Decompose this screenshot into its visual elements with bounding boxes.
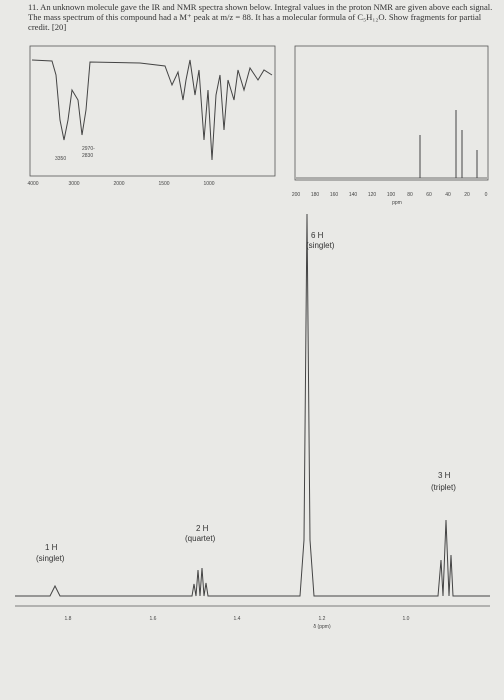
c13-tick: 200 bbox=[292, 192, 301, 198]
h1-tick: 1.0 bbox=[403, 616, 410, 622]
signal-integral: 6 H bbox=[311, 231, 324, 240]
signal-multiplicity: (singlet) bbox=[36, 554, 65, 563]
c13-tick: 180 bbox=[311, 192, 320, 198]
ir-frame bbox=[29, 45, 276, 177]
signal-integral: 1 H bbox=[45, 543, 58, 552]
h1-tick: 1.2 bbox=[319, 616, 326, 622]
ir-tick: 3000 bbox=[68, 181, 79, 187]
ir-peak-label: 2830 bbox=[82, 153, 93, 159]
ir-tick: 4000 bbox=[27, 181, 38, 187]
signal-integral: 3 H bbox=[438, 471, 451, 480]
h1-trace bbox=[15, 213, 490, 597]
signal-integral: 2 H bbox=[196, 524, 209, 533]
c13-tick: 20 bbox=[464, 192, 470, 198]
ir-tick: 1000 bbox=[203, 181, 214, 187]
h1-tick: 1.8 bbox=[65, 616, 72, 622]
h1-tick: 1.6 bbox=[150, 616, 157, 622]
c13-tick: 40 bbox=[445, 192, 451, 198]
c13-axis-label: ppm bbox=[392, 200, 402, 206]
question-text: An unknown molecule gave the IR and NMR … bbox=[28, 2, 493, 32]
c13-tick: 160 bbox=[330, 192, 339, 198]
ir-spectrum: 3350 2970- 2830 4000 3000 2000 1500 1000 bbox=[27, 45, 276, 187]
c13-frame bbox=[294, 45, 489, 181]
h1-axis-label: δ (ppm) bbox=[313, 624, 331, 630]
ir-peak-label: 3350 bbox=[55, 156, 66, 162]
c13-tick: 100 bbox=[387, 192, 396, 198]
c13-tick: 140 bbox=[349, 192, 358, 198]
h1-spectrum: 6 H (singlet) 3 H (triplet) 2 H (quartet… bbox=[15, 213, 490, 630]
c13-tick: 60 bbox=[426, 192, 432, 198]
signal-multiplicity: (triplet) bbox=[431, 483, 456, 492]
ir-tick: 2000 bbox=[113, 181, 124, 187]
ir-tick: 1500 bbox=[158, 181, 169, 187]
c13-spectrum: 200 180 160 140 120 100 80 60 40 20 0 ppm bbox=[292, 45, 489, 206]
h1-tick: 1.4 bbox=[234, 616, 241, 622]
signal-multiplicity: (singlet) bbox=[306, 241, 335, 250]
ir-trace bbox=[31, 59, 273, 161]
c13-tick: 0 bbox=[485, 192, 488, 198]
question: 11. An unknown molecule gave the IR and … bbox=[28, 2, 500, 32]
ir-peak-label: 2970- bbox=[82, 146, 95, 152]
c13-tick: 120 bbox=[368, 192, 377, 198]
question-number: 11. bbox=[28, 2, 39, 12]
signal-multiplicity: (quartet) bbox=[185, 534, 216, 543]
c13-tick: 80 bbox=[407, 192, 413, 198]
